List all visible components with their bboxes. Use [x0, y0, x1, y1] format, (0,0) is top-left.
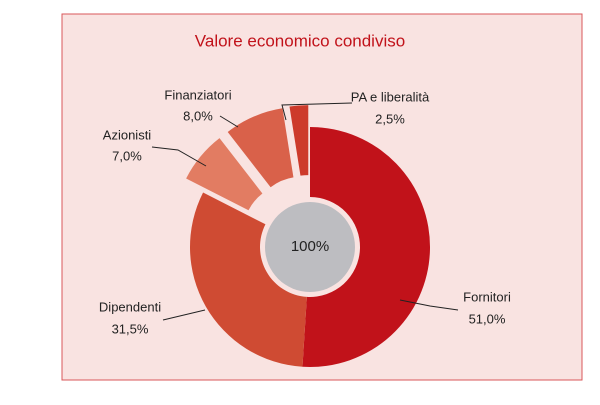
- value-label: 51,0%: [469, 311, 506, 326]
- value-label: 7,0%: [112, 148, 142, 163]
- slice-label: Finanziatori: [164, 87, 231, 102]
- value-label: 31,5%: [112, 321, 149, 336]
- center-circle: [265, 202, 355, 292]
- slice: [302, 127, 430, 367]
- slice: [227, 108, 294, 188]
- leader-line: [281, 102, 353, 121]
- value-label: 8,0%: [183, 108, 213, 123]
- slice-label: Azionisti: [103, 127, 152, 142]
- slice: [189, 192, 307, 367]
- slice-label: PA e liberalità: [351, 89, 430, 104]
- center-label: 100%: [291, 238, 329, 255]
- leader-line: [219, 115, 239, 128]
- leader-line: [162, 309, 206, 321]
- leader-line: [399, 299, 459, 311]
- slice-label: Fornitori: [463, 289, 511, 304]
- slice: [186, 138, 263, 211]
- slice-label: Dipendenti: [99, 299, 161, 314]
- leader-line: [151, 146, 207, 167]
- slice: [289, 105, 309, 176]
- chart-title: Valore economico condiviso: [195, 31, 405, 50]
- value-label: 2,5%: [375, 111, 405, 126]
